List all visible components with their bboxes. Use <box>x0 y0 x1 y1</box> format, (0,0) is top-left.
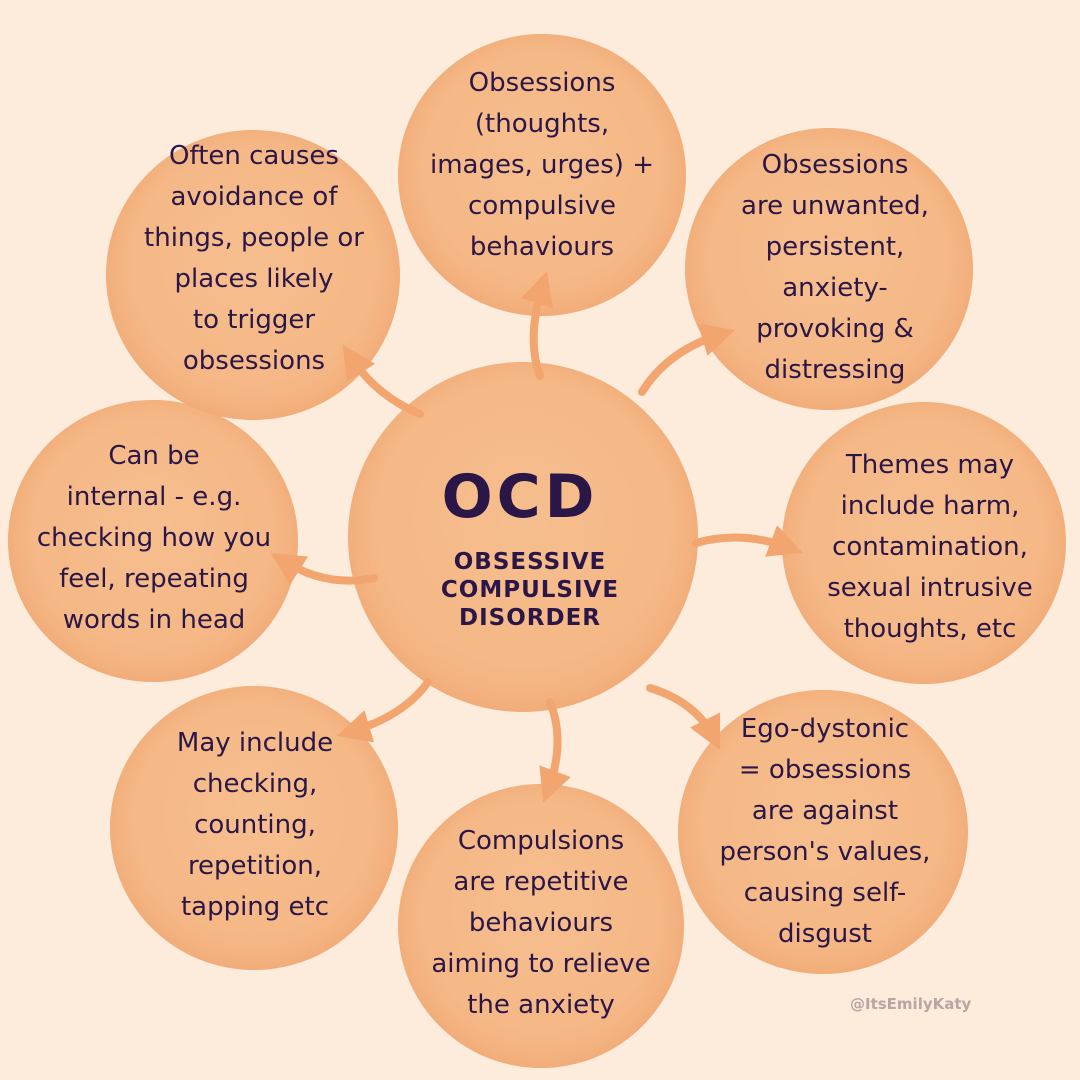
node-text-top-left: Often causes avoidance of things, people… <box>144 141 364 376</box>
node-text-bottom: Compulsions are repetitive behaviours ai… <box>431 825 651 1020</box>
arrow-top-left <box>342 344 424 418</box>
node-circle-top <box>398 34 686 316</box>
arrow-right <box>692 525 803 557</box>
node-circle-left <box>8 400 298 682</box>
node-text-right: Themes may include harm, contamination, … <box>827 449 1033 644</box>
node-text-bottom-right: Ego-dystonic = obsessions are against pe… <box>719 714 931 949</box>
arrow-bottom-left <box>337 678 432 743</box>
center-title: OCD <box>441 462 599 532</box>
arrow-left <box>270 552 378 585</box>
center-circle <box>348 362 698 712</box>
arrow-bottom-right <box>646 684 721 751</box>
arrow-top-right <box>638 323 735 396</box>
author-credit: @ItsEmilyKaty <box>850 995 972 1013</box>
arrow-top <box>520 271 553 380</box>
center-subtitle: OBSESSIVE COMPULSIVE DISORDER <box>440 549 620 631</box>
node-text-bottom-left: May include checking, counting, repetiti… <box>176 727 334 922</box>
node-text-left: Can be internal - e.g. checking how you … <box>36 440 272 635</box>
node-circle-right <box>782 402 1066 684</box>
node-circle-top-right <box>685 128 973 410</box>
node-circle-bottom-right <box>678 690 968 974</box>
arrow-bottom <box>539 698 571 803</box>
node-circle-bottom <box>398 784 684 1068</box>
node-text-top: Obsessions (thoughts, images, urges) + c… <box>429 67 654 262</box>
node-text-top-right: Obsessions are unwanted, persistent, anx… <box>741 150 929 385</box>
